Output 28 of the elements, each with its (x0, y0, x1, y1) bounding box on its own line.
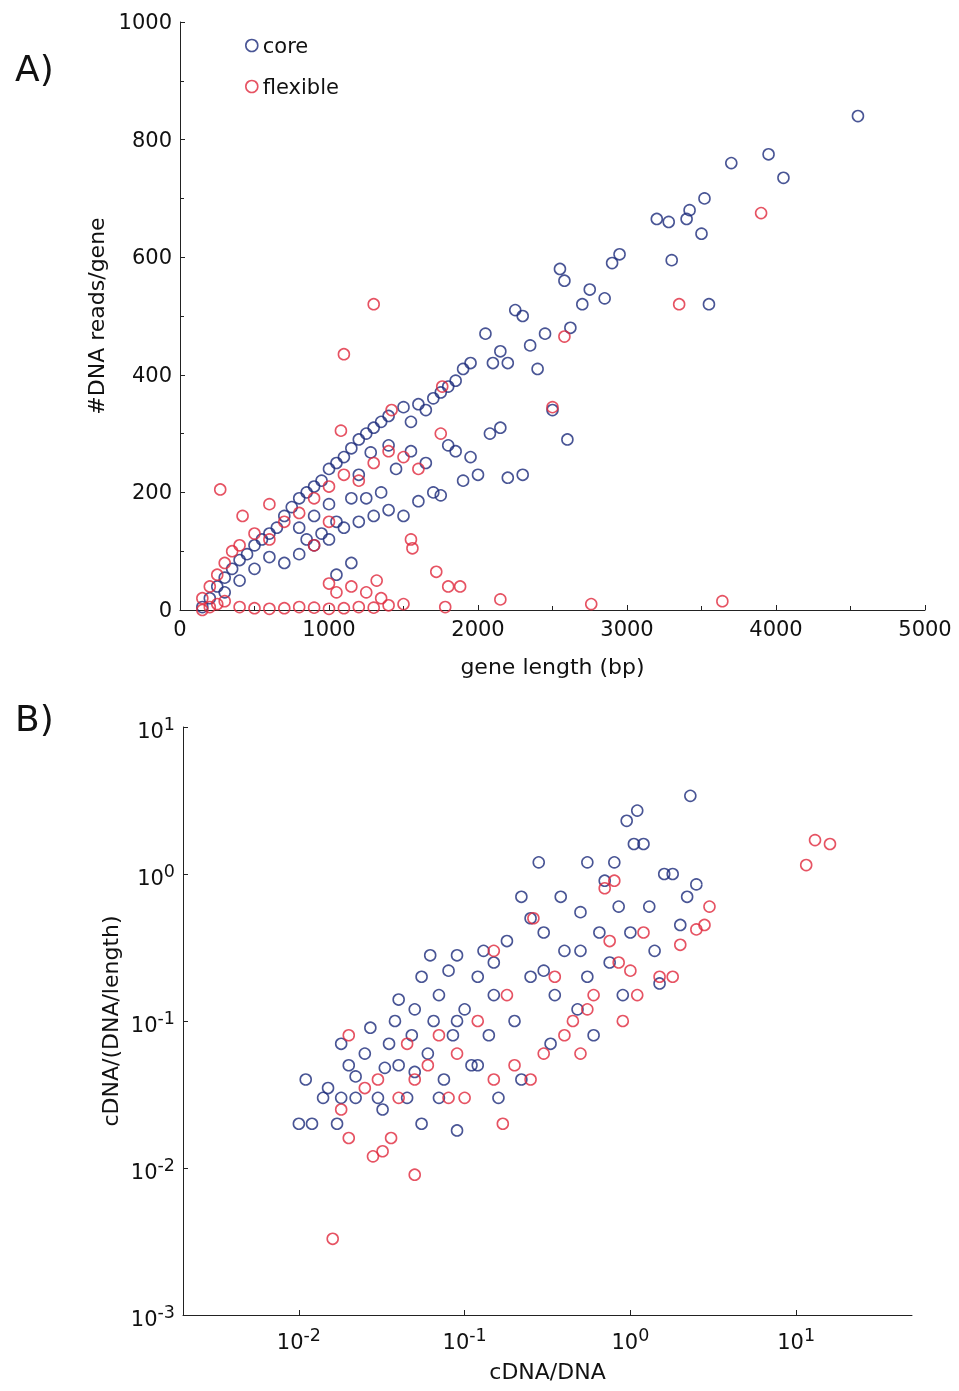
x-tick-label: 2000 (451, 616, 505, 641)
x-tick-label: 3000 (600, 616, 654, 641)
chart-title: B) (15, 697, 54, 739)
legend-label: core (262, 33, 309, 58)
y-tick-label: 400 (131, 362, 172, 387)
y-tick-label: 0 (158, 598, 172, 622)
x-tick-label: 10$^{-1}$ (442, 1324, 487, 1354)
legend-label: flexible (262, 74, 339, 99)
y-tick-label: 10$^{-2}$ (130, 1153, 175, 1184)
x-tick-label: 10$^{-2}$ (276, 1324, 321, 1354)
y-tick-label: 10$^{0}$ (137, 859, 175, 890)
x-tick-label: 10$^{0}$ (611, 1324, 650, 1354)
y-tick-label: 10$^{1}$ (137, 712, 175, 743)
y-axis-title: #DNA reads/gene (84, 217, 110, 415)
x-axis-title: cDNA/DNA (489, 1358, 606, 1384)
x-tick-label: 1000 (302, 616, 356, 641)
y-tick-label: 800 (131, 127, 172, 152)
x-tick-label: 5000 (898, 616, 952, 641)
text: A) (15, 47, 54, 89)
y-tick-label: 10$^{-3}$ (130, 1300, 175, 1331)
y-tick-label: 1000 (118, 10, 172, 34)
y-tick-label: 600 (131, 245, 172, 270)
y-tick-label: 10$^{-1}$ (130, 1006, 175, 1037)
x-tick-label: 10$^{1}$ (777, 1324, 816, 1354)
x-axis-title: gene length (bp) (460, 653, 645, 679)
y-axis-title: cDNA/(DNA/length) (97, 915, 123, 1127)
y-tick-label: 200 (131, 480, 172, 505)
x-tick-label: 4000 (749, 616, 803, 641)
